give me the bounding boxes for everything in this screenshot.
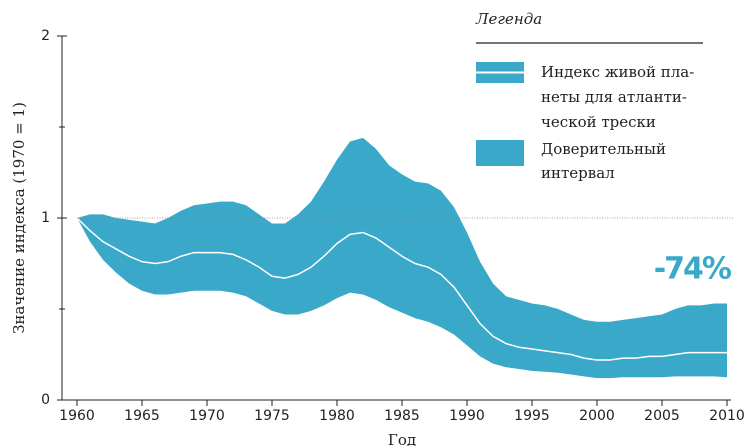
x-tick-label: 1990: [449, 408, 485, 424]
x-tick-label: 1980: [319, 408, 355, 424]
x-tick-label: 2000: [579, 408, 615, 424]
legend-title: Легенда: [475, 10, 542, 28]
x-tick-label: 1985: [384, 408, 420, 424]
annotation: -74%: [654, 252, 732, 287]
index-line: [76, 217, 727, 361]
legend-label: ческой трески: [541, 113, 656, 131]
legend-label: интервал: [541, 164, 615, 182]
legend-swatch: [476, 140, 524, 166]
y-tick-label: 2: [41, 28, 50, 44]
legend-label: неты для атланти-: [541, 88, 687, 106]
y-tick-label: 1: [41, 210, 50, 226]
x-tick-label: 1970: [189, 408, 225, 424]
x-axis-label: Год: [388, 431, 416, 446]
x-tick-label: 2010: [709, 408, 745, 424]
y-axis-label: Значение индекса (1970 = 1): [10, 102, 28, 334]
x-tick-label: 1965: [124, 408, 160, 424]
legend-label: Индекс живой пла-: [541, 63, 694, 81]
legend-label: Доверительный: [541, 140, 666, 158]
confidence-band: [77, 137, 727, 379]
y-tick-label: 0: [41, 392, 50, 408]
x-tick-label: 1995: [514, 408, 550, 424]
x-tick-label: 2005: [644, 408, 680, 424]
x-tick-label: 1975: [254, 408, 290, 424]
x-tick-label: 1960: [59, 408, 95, 424]
